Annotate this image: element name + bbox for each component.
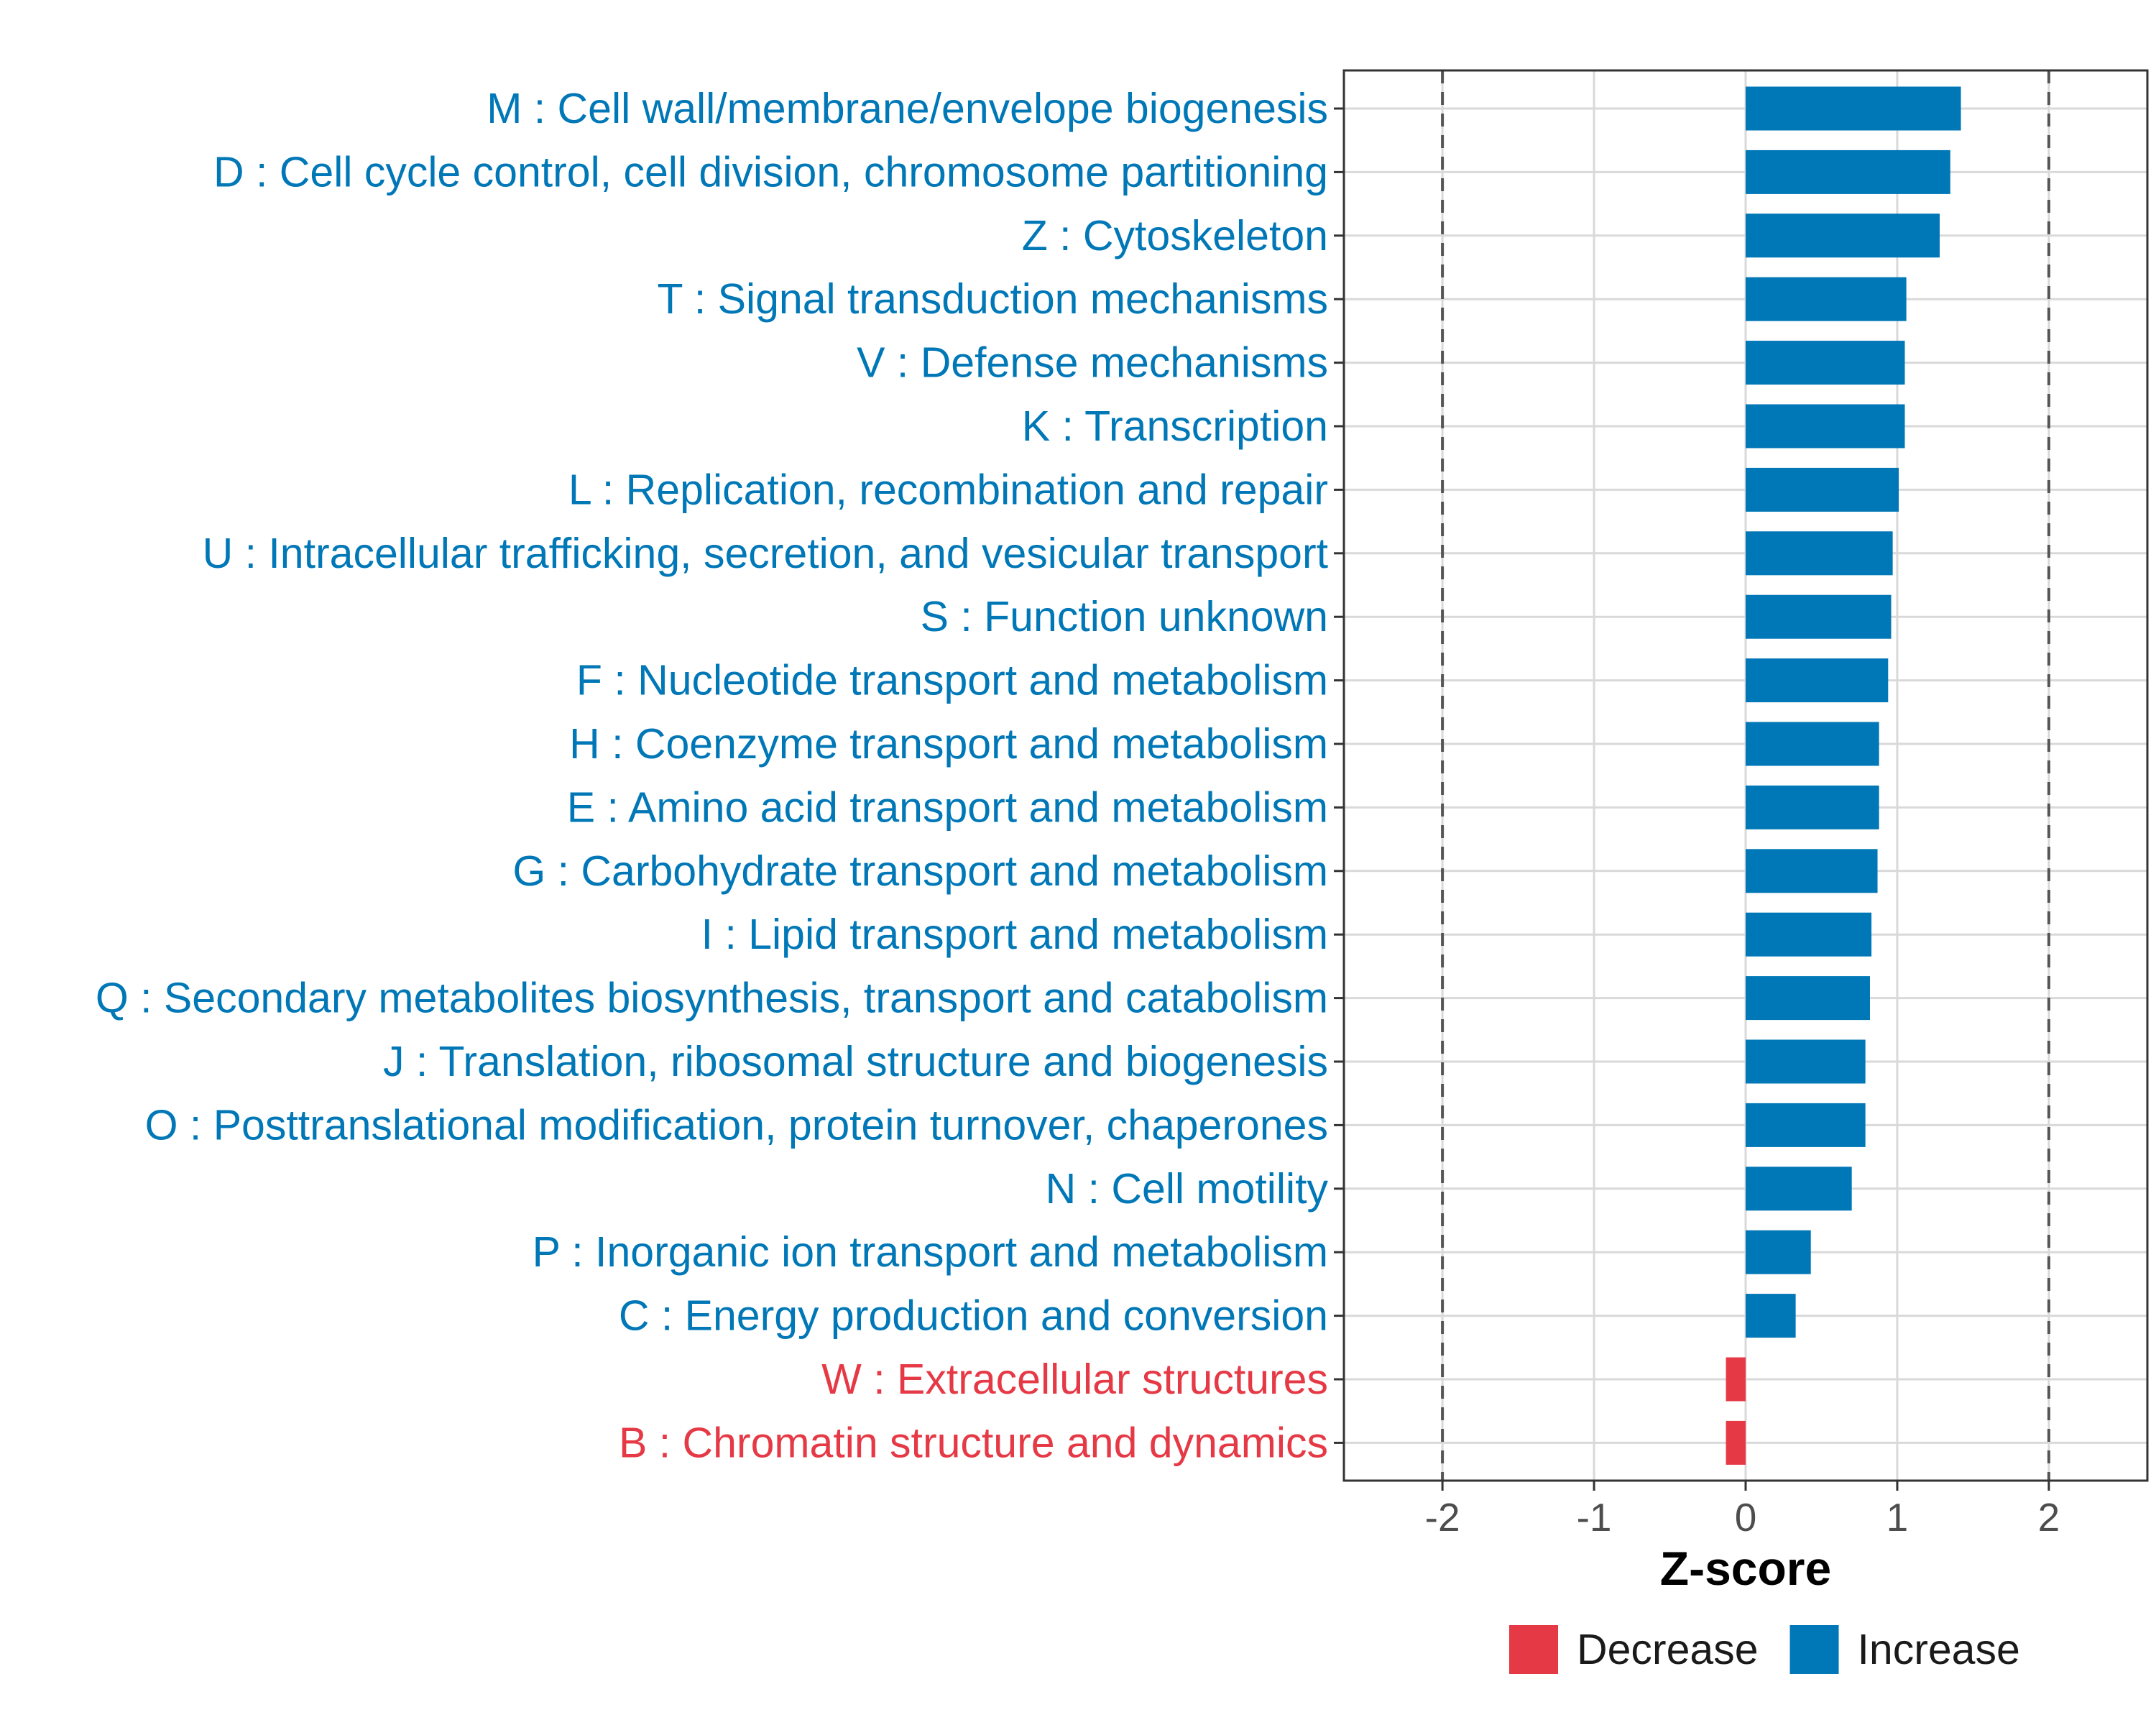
category-label: B : Chromatin structure and dynamics	[619, 1419, 1328, 1466]
legend-swatch	[1509, 1625, 1558, 1674]
x-tick-label: 1	[1886, 1495, 1909, 1540]
category-label: M : Cell wall/membrane/envelope biogenes…	[487, 85, 1328, 132]
bar	[1746, 404, 1905, 448]
category-label: C : Energy production and conversion	[619, 1292, 1328, 1340]
category-label: S : Function unknown	[921, 593, 1328, 640]
x-tick-label: 0	[1735, 1495, 1757, 1540]
x-tick-label: -2	[1425, 1495, 1460, 1540]
category-label: N : Cell motility	[1046, 1165, 1329, 1213]
category-label: I : Lipid transport and metabolism	[701, 911, 1328, 958]
category-label: D : Cell cycle control, cell division, c…	[213, 148, 1328, 196]
category-label: P : Inorganic ion transport and metaboli…	[533, 1228, 1328, 1276]
legend-label: Increase	[1858, 1626, 2020, 1673]
bar	[1746, 1103, 1866, 1147]
bars-layer	[1726, 86, 1961, 1465]
bar	[1746, 277, 1907, 321]
category-label: E : Amino acid transport and metabolism	[567, 783, 1328, 831]
category-label: K : Transcription	[1022, 402, 1328, 450]
legend-swatch	[1789, 1625, 1839, 1674]
bar	[1746, 785, 1879, 829]
x-tick-label: 2	[2038, 1495, 2060, 1540]
bar	[1746, 86, 1961, 131]
category-label: O : Posttranslational modification, prot…	[145, 1101, 1328, 1149]
x-axis-title: Z-score	[1660, 1542, 1831, 1595]
bar	[1746, 912, 1872, 957]
category-labels: M : Cell wall/membrane/envelope biogenes…	[96, 85, 1344, 1466]
category-label: U : Intracellular trafficking, secretion…	[203, 530, 1328, 577]
bar	[1746, 594, 1892, 639]
bar	[1746, 1294, 1796, 1338]
bar	[1746, 467, 1899, 512]
legend: Decrease Increase	[1509, 1625, 2020, 1674]
bar	[1726, 1357, 1746, 1402]
bar	[1746, 1167, 1852, 1211]
category-label: Z : Cytoskeleton	[1022, 212, 1328, 259]
category-label: G : Carbohydrate transport and metabolis…	[512, 847, 1328, 895]
bar	[1746, 976, 1870, 1021]
bar	[1746, 658, 1889, 703]
category-label: W : Extracellular structures	[821, 1356, 1328, 1403]
category-label: V : Defense mechanisms	[857, 339, 1328, 387]
category-label: H : Coenzyme transport and metabolism	[569, 720, 1328, 768]
bar	[1746, 1230, 1811, 1274]
category-label: L : Replication, recombination and repai…	[568, 466, 1328, 513]
category-label: Q : Secondary metabolites biosynthesis, …	[96, 975, 1328, 1022]
bar	[1746, 1039, 1866, 1084]
category-label: T : Signal transduction mechanisms	[657, 275, 1328, 323]
bar	[1746, 722, 1879, 766]
reference-lines	[1441, 70, 2050, 1481]
category-label: F : Nucleotide transport and metabolism	[576, 657, 1328, 704]
bar	[1746, 213, 1940, 258]
legend-label: Decrease	[1577, 1626, 1759, 1673]
x-tick-label: -1	[1577, 1495, 1612, 1540]
bar	[1726, 1420, 1746, 1465]
category-label: J : Translation, ribosomal structure and…	[383, 1038, 1328, 1085]
bar	[1746, 150, 1950, 194]
x-axis-ticks: -2 -1 0 1 2	[1425, 1481, 2060, 1540]
bar	[1746, 849, 1878, 893]
bar	[1746, 531, 1893, 576]
bar	[1746, 341, 1905, 385]
